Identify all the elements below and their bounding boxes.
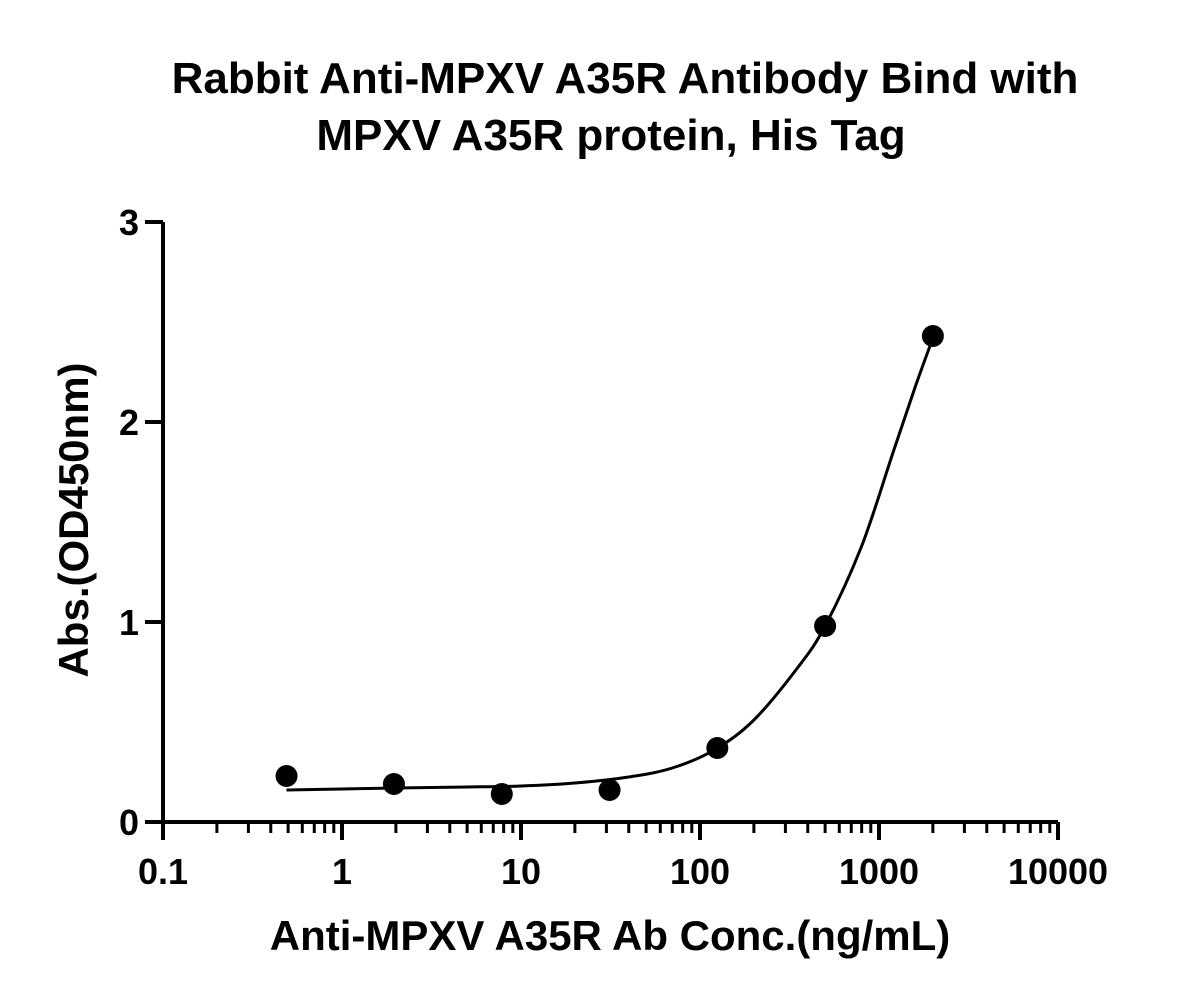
fit-curve	[286, 337, 935, 792]
y-tick-label-3: 3	[119, 202, 139, 243]
data-point-0	[275, 765, 298, 787]
data-points-layer	[275, 325, 944, 805]
chart-title-line-2: MPXV A35R protein, His Tag	[316, 111, 906, 160]
x-axis-label: Anti-MPXV A35R Ab Conc.(ng/mL)	[270, 912, 951, 959]
x-tick-label-4: 1000	[839, 851, 919, 892]
y-tick-label-1: 1	[119, 602, 139, 643]
data-point-2	[490, 783, 513, 805]
y-tick-label-2: 2	[119, 402, 139, 443]
data-point-3	[598, 779, 621, 801]
x-tick-label-1: 1	[332, 851, 352, 892]
y-axis-label: Abs.(OD450nm)	[50, 362, 97, 677]
y-tick-label-0: 0	[119, 802, 139, 843]
x-tick-label-5: 10000	[1008, 851, 1108, 892]
data-point-5	[814, 615, 837, 637]
x-tick-label-2: 10	[501, 851, 541, 892]
x-tick-label-0: 0.1	[138, 851, 188, 892]
axes: 0 1 2 3 0.1 1 10 100 1000 10000	[119, 202, 1108, 892]
fit-curve-layer	[286, 337, 935, 792]
data-point-1	[382, 773, 405, 795]
data-point-4	[706, 737, 729, 759]
data-point-6	[921, 325, 944, 347]
x-tick-label-3: 100	[670, 851, 730, 892]
chart-title-line-1: Rabbit Anti-MPXV A35R Antibody Bind with	[171, 54, 1079, 103]
